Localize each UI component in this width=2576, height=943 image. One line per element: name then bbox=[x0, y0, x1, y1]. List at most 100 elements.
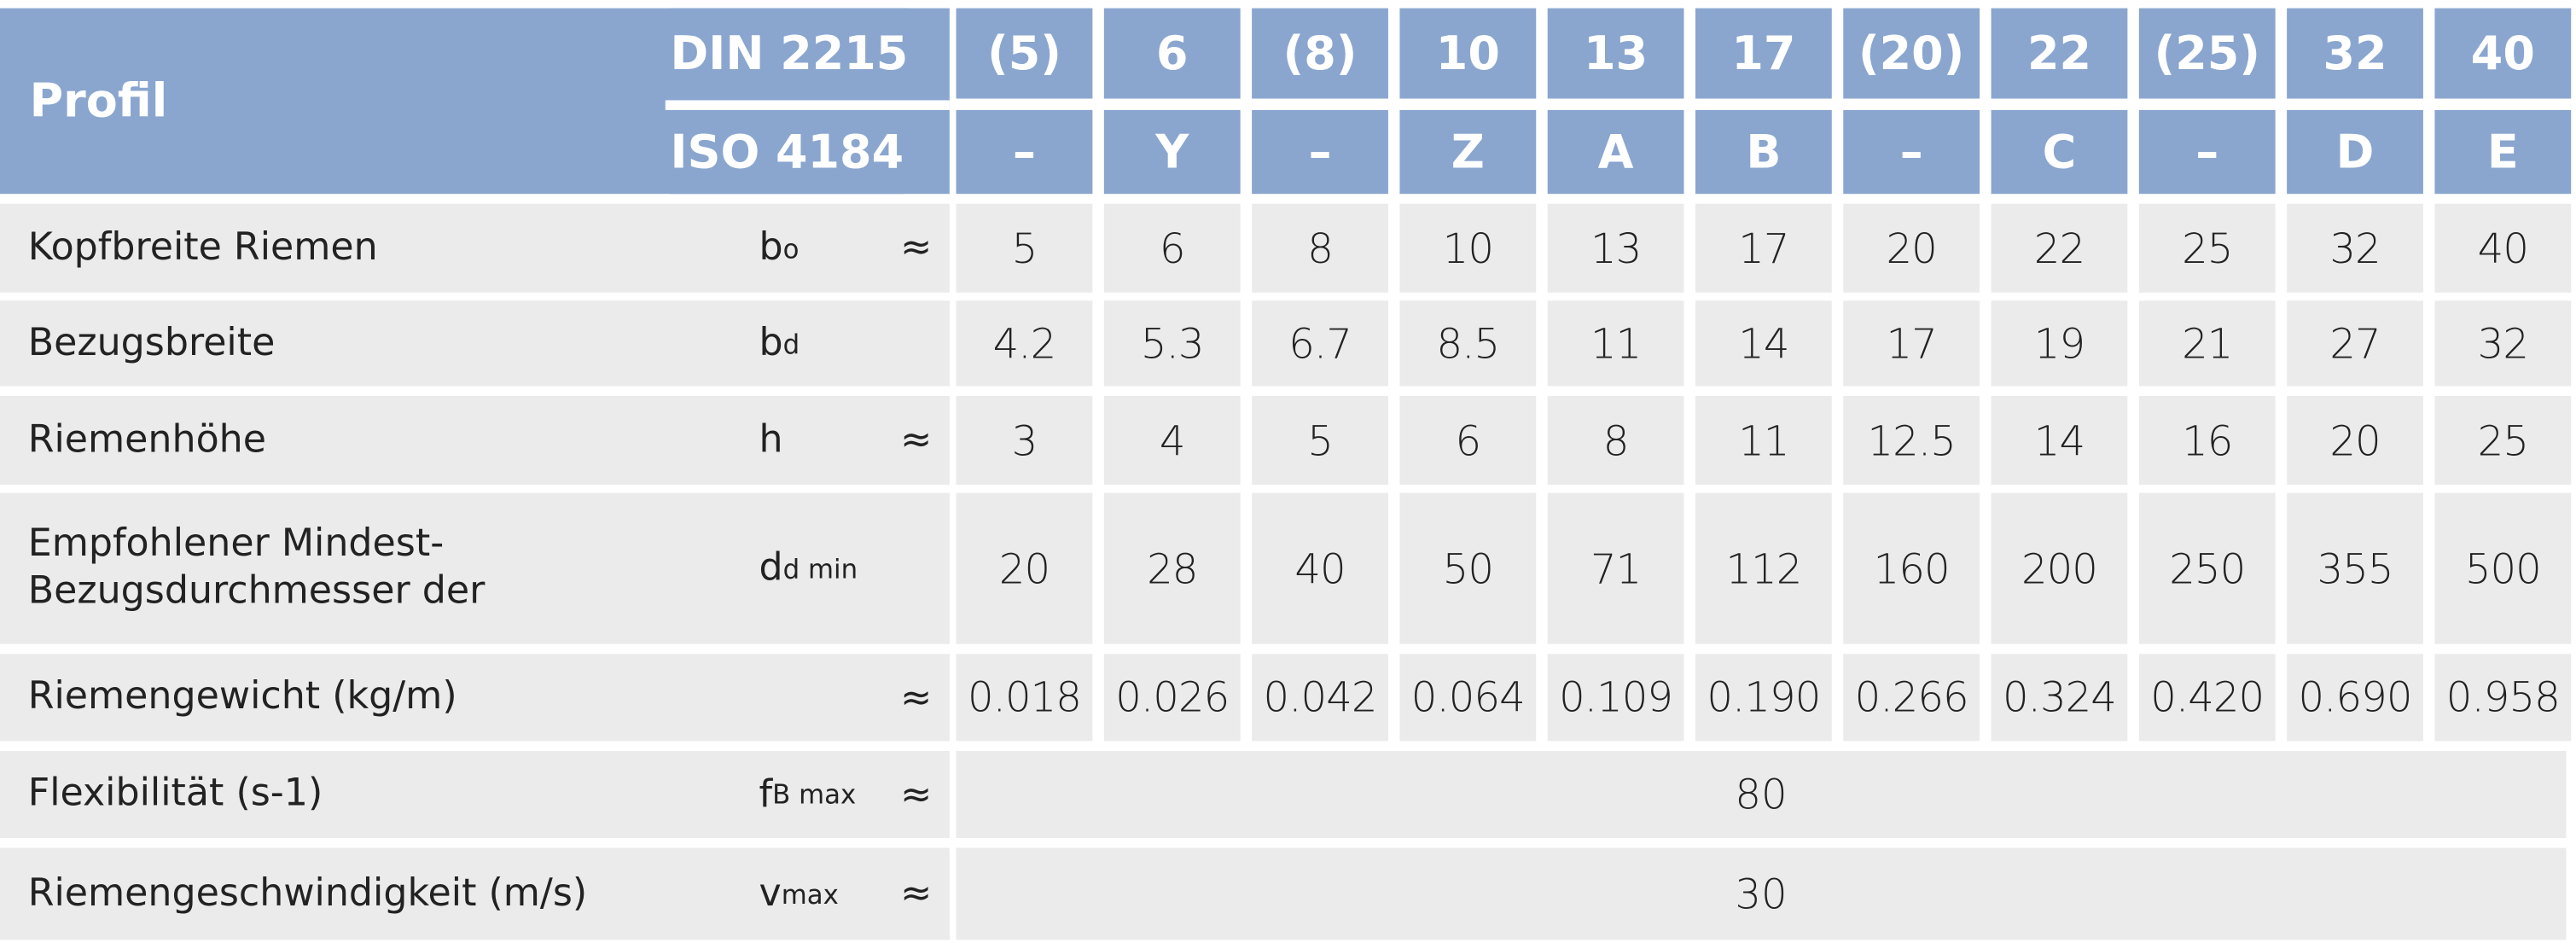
value-cell: 355 bbox=[2287, 492, 2423, 644]
din-label: DIN 2215 bbox=[670, 8, 909, 99]
row-label: Kopfbreite Riemen bbox=[27, 225, 378, 269]
value-cell: 250 bbox=[2138, 492, 2276, 644]
iso-cell: Z bbox=[1399, 110, 1537, 195]
value-cell: 8 bbox=[1547, 396, 1684, 485]
value-cell: 112 bbox=[1695, 492, 1832, 644]
value-cell: 0.109 bbox=[1547, 654, 1684, 742]
row-label: Riemenhöhe bbox=[27, 418, 266, 462]
value-cell: 27 bbox=[2287, 300, 2423, 387]
value-cell: 21 bbox=[2138, 300, 2276, 387]
din-cell: 40 bbox=[2434, 8, 2572, 99]
value-cell: 200 bbox=[1991, 492, 2128, 644]
value-cell: 40 bbox=[1252, 492, 1388, 644]
din-cell: 13 bbox=[1547, 8, 1684, 99]
iso-cell: – bbox=[1843, 110, 1980, 195]
approx: ≈ bbox=[900, 418, 933, 463]
din-cell: 32 bbox=[2287, 8, 2423, 99]
row-label-cell bbox=[0, 396, 950, 485]
value-cell: 0.266 bbox=[1843, 654, 1980, 742]
symbol-base: b bbox=[759, 322, 783, 365]
value-cell: 0.958 bbox=[2434, 654, 2572, 742]
row-label-cell bbox=[0, 847, 950, 940]
value-cell: 11 bbox=[1547, 300, 1684, 387]
symbol-sub: o bbox=[782, 232, 800, 265]
row-label: Empfohlener Mindest- Bezugsdurchmesser d… bbox=[27, 522, 486, 614]
iso-cell: – bbox=[1252, 110, 1388, 195]
value-cell: 6.7 bbox=[1252, 300, 1388, 387]
symbol: v max bbox=[759, 847, 839, 940]
value-cell: 500 bbox=[2434, 492, 2572, 644]
value-cell: 22 bbox=[1991, 203, 2128, 293]
row-label-cell bbox=[0, 203, 950, 293]
value-cell: 10 bbox=[1399, 203, 1537, 293]
value-cell: 0.064 bbox=[1399, 654, 1537, 742]
value-cell: 17 bbox=[1695, 203, 1832, 293]
value-cell: 20 bbox=[2287, 396, 2423, 485]
value-cell: 16 bbox=[2138, 396, 2276, 485]
value-cell: 71 bbox=[1547, 492, 1684, 644]
iso-cell: D bbox=[2287, 110, 2423, 195]
iso-cell: E bbox=[2434, 110, 2572, 195]
value-cell: 0.026 bbox=[1103, 654, 1241, 742]
symbol-base: d bbox=[759, 547, 783, 591]
value-cell: 4 bbox=[1103, 396, 1241, 485]
symbol-sub: d min bbox=[782, 552, 858, 585]
value-cell: 6 bbox=[1399, 396, 1537, 485]
value-cell: 6 bbox=[1103, 203, 1241, 293]
approx: ≈ bbox=[900, 772, 933, 816]
value-cell: 8 bbox=[1252, 203, 1388, 293]
approx: ≈ bbox=[900, 676, 933, 719]
value-cell: 0.018 bbox=[956, 654, 1093, 742]
value-cell: 11 bbox=[1695, 396, 1832, 485]
merged-cell: 30 bbox=[956, 847, 2567, 940]
value-cell: 5.3 bbox=[1103, 300, 1241, 387]
row-label: Riemengewicht (kg/m) bbox=[27, 675, 457, 719]
row-label-cell bbox=[0, 654, 950, 742]
value-cell: 32 bbox=[2287, 203, 2423, 293]
value-cell: 19 bbox=[1991, 300, 2128, 387]
profil: Profil bbox=[29, 73, 168, 129]
din-cell: (5) bbox=[956, 8, 1093, 99]
value-cell: 20 bbox=[956, 492, 1093, 644]
row-label: Flexibilität (s-1) bbox=[27, 771, 323, 815]
row-label-cell bbox=[0, 750, 950, 838]
din-cell: 6 bbox=[1103, 8, 1241, 99]
iso-label: ISO 4184 bbox=[670, 110, 904, 195]
value-cell: 32 bbox=[2434, 300, 2572, 387]
row-label: Bezugsbreite bbox=[27, 321, 276, 364]
din-cell: 22 bbox=[1991, 8, 2128, 99]
din-cell: (25) bbox=[2138, 8, 2276, 99]
value-cell: 28 bbox=[1103, 492, 1241, 644]
row-label: Riemengeschwindigkeit (m/s) bbox=[27, 871, 588, 915]
value-cell: 50 bbox=[1399, 492, 1537, 644]
value-cell: 5 bbox=[1252, 396, 1388, 485]
symbol-base: f bbox=[759, 772, 773, 816]
row-label-cell bbox=[0, 300, 950, 387]
symbol-base: h bbox=[759, 418, 783, 463]
symbol-sub: d bbox=[782, 328, 800, 359]
value-cell: 3 bbox=[956, 396, 1093, 485]
value-cell: 5 bbox=[956, 203, 1093, 293]
value-cell: 0.190 bbox=[1695, 654, 1832, 742]
value-cell: 0.324 bbox=[1991, 654, 2128, 742]
value-cell: 25 bbox=[2138, 203, 2276, 293]
din-cell: (8) bbox=[1252, 8, 1388, 99]
value-cell: 40 bbox=[2434, 203, 2572, 293]
iso-cell: – bbox=[2138, 110, 2276, 195]
approx: ≈ bbox=[900, 872, 933, 916]
iso-cell: – bbox=[956, 110, 1093, 195]
symbol-sub: B max bbox=[772, 778, 857, 811]
value-cell: 14 bbox=[1991, 396, 2128, 485]
value-cell: 4.2 bbox=[956, 300, 1093, 387]
iso-cell: B bbox=[1695, 110, 1832, 195]
value-cell: 12.5 bbox=[1843, 396, 1980, 485]
value-cell: 25 bbox=[2434, 396, 2572, 485]
symbol-base: b bbox=[759, 226, 783, 270]
separator bbox=[665, 100, 950, 111]
